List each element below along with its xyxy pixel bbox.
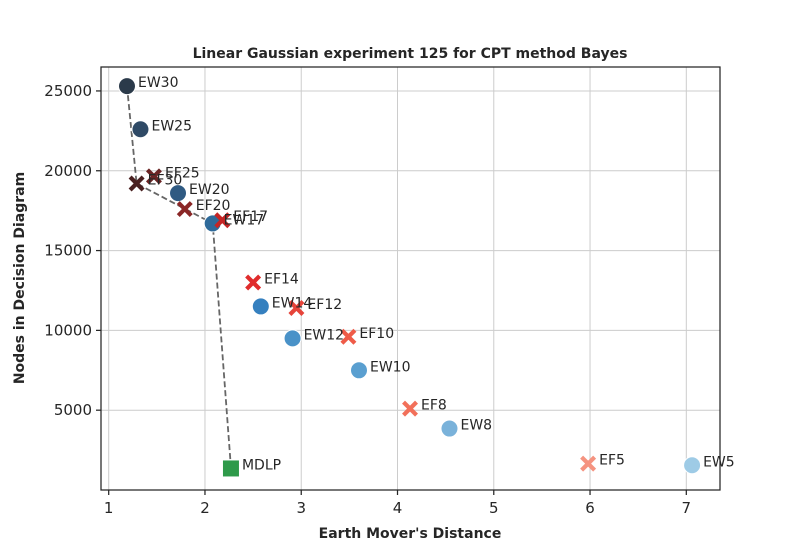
x-tick-label: 1: [104, 499, 114, 517]
point-label-ef20: EF20: [196, 198, 231, 214]
y-tick-label: 20000: [44, 162, 92, 180]
point-label-ef10: EF10: [359, 326, 394, 342]
frontier-line-group: [126, 86, 232, 469]
point-label-ew20: EW20: [189, 182, 230, 198]
x-tick-label: 3: [296, 499, 306, 517]
point-label-ew12: EW12: [304, 327, 345, 343]
pareto-frontier-line: [126, 86, 232, 469]
point-label-ef12: EF12: [307, 297, 342, 313]
y-tick-label: 25000: [44, 82, 92, 100]
point-ew8: [440, 419, 459, 438]
point-ef10: [340, 328, 357, 345]
point-label-ef17: EF17: [233, 209, 268, 225]
point-label-ew10: EW10: [370, 359, 411, 375]
point-ef12: [288, 300, 305, 317]
x-tick-label: 2: [200, 499, 210, 517]
point-ef30: [128, 175, 145, 192]
point-mdlp: [221, 459, 240, 478]
point-ew20: [169, 184, 188, 203]
point-label-ew25: EW25: [151, 118, 192, 134]
y-tick-label: 5000: [54, 401, 92, 419]
point-ef25: [145, 168, 162, 185]
point-label-ef25: EF25: [165, 165, 200, 181]
x-tick-label: 4: [393, 499, 403, 517]
point-ef20: [176, 201, 193, 218]
point-label-ew8: EW8: [460, 418, 492, 434]
point-label-ef14: EF14: [264, 271, 299, 287]
point-ef17: [214, 212, 231, 229]
point-label-ew17: EW17: [224, 212, 265, 228]
y-axis-label: Nodes in Decision Diagram: [12, 172, 28, 384]
y-tick-label: 15000: [44, 242, 92, 260]
x-tick-label: 6: [585, 499, 595, 517]
point-label-ef30: EF30: [148, 173, 183, 189]
point-label-ew30: EW30: [138, 75, 179, 91]
point-ew25: [131, 120, 150, 139]
x-tick-label: 7: [682, 499, 692, 517]
point-label-mdlp: MDLP: [242, 457, 281, 473]
x-axis-label: Earth Mover's Distance: [319, 526, 502, 542]
point-ew30: [117, 77, 136, 96]
y-tick-label: 10000: [44, 321, 92, 339]
data-points: [117, 77, 702, 478]
point-ef8: [402, 400, 419, 417]
grid: [101, 67, 720, 490]
point-ew5: [683, 456, 702, 475]
axis-ticks: 1 2 3 4 5 6 7 5000 10000 15000 20000 25000: [44, 82, 691, 517]
point-label-ef5: EF5: [599, 453, 625, 469]
point-ew12: [283, 329, 302, 348]
point-label-ew5: EW5: [703, 454, 735, 470]
point-ew10: [349, 361, 368, 380]
point-ef5: [580, 455, 597, 472]
chart-title: Linear Gaussian experiment 125 for CPT m…: [193, 46, 628, 62]
point-labels: EW30EW25EW20EW17EW14EW12EW10EW8EW5EF30EF…: [138, 75, 735, 473]
point-ef14: [245, 274, 262, 291]
plot-frame: [100, 66, 721, 491]
point-ew14: [251, 297, 270, 316]
x-tick-label: 5: [489, 499, 499, 517]
point-label-ew14: EW14: [272, 295, 313, 311]
point-label-ef8: EF8: [421, 398, 447, 414]
